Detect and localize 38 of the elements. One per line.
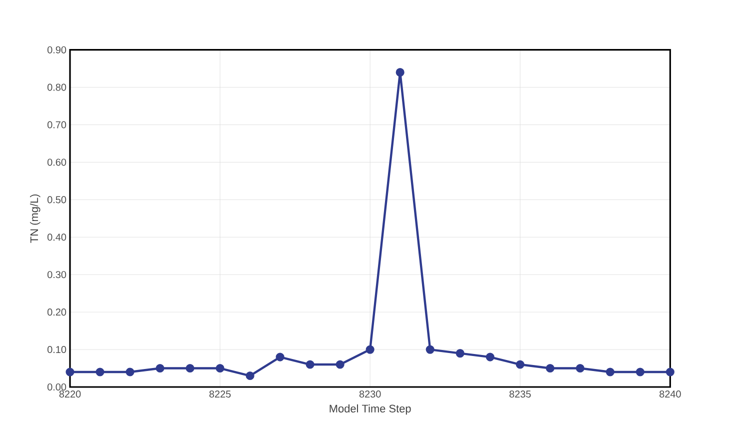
point	[216, 364, 224, 373]
y-tick-label: 0.50	[47, 196, 66, 204]
point	[306, 360, 314, 369]
x-tick-label: 8230	[359, 390, 381, 398]
point	[666, 368, 674, 376]
y-tick-label: 0.80	[47, 84, 66, 91]
x-tick-label: 8220	[59, 390, 81, 398]
point	[516, 360, 524, 369]
y-tick-label: 0.10	[47, 346, 66, 354]
point	[336, 360, 344, 369]
point	[546, 364, 554, 373]
point	[246, 371, 254, 380]
point	[426, 345, 434, 354]
y-tick-label: 0.70	[47, 121, 66, 128]
point	[96, 368, 104, 376]
point	[486, 352, 494, 362]
point	[66, 368, 74, 376]
y-tick-label: 0.60	[47, 158, 66, 166]
point	[366, 345, 374, 354]
x-tick-label: 8240	[660, 390, 681, 398]
point	[126, 368, 134, 376]
point	[636, 368, 644, 376]
y-axis-title: TN (mg/L)	[30, 194, 40, 243]
y-tick-label: 0.40	[47, 234, 66, 241]
point	[186, 364, 194, 373]
point	[576, 364, 584, 373]
point	[606, 368, 614, 376]
y-tick-label: 0.30	[47, 271, 66, 278]
x-tick-label: 8225	[209, 390, 231, 398]
x-axis-title: Model Time Step	[330, 404, 411, 415]
y-tick-label: 0.00	[47, 383, 66, 391]
x-tick-label: 8235	[509, 390, 531, 398]
point	[156, 364, 164, 373]
y-tick-label: 0.90	[47, 46, 66, 54]
y-tick-label: 0.20	[47, 308, 66, 316]
point	[276, 352, 284, 362]
point	[456, 349, 464, 358]
point	[396, 68, 404, 77]
